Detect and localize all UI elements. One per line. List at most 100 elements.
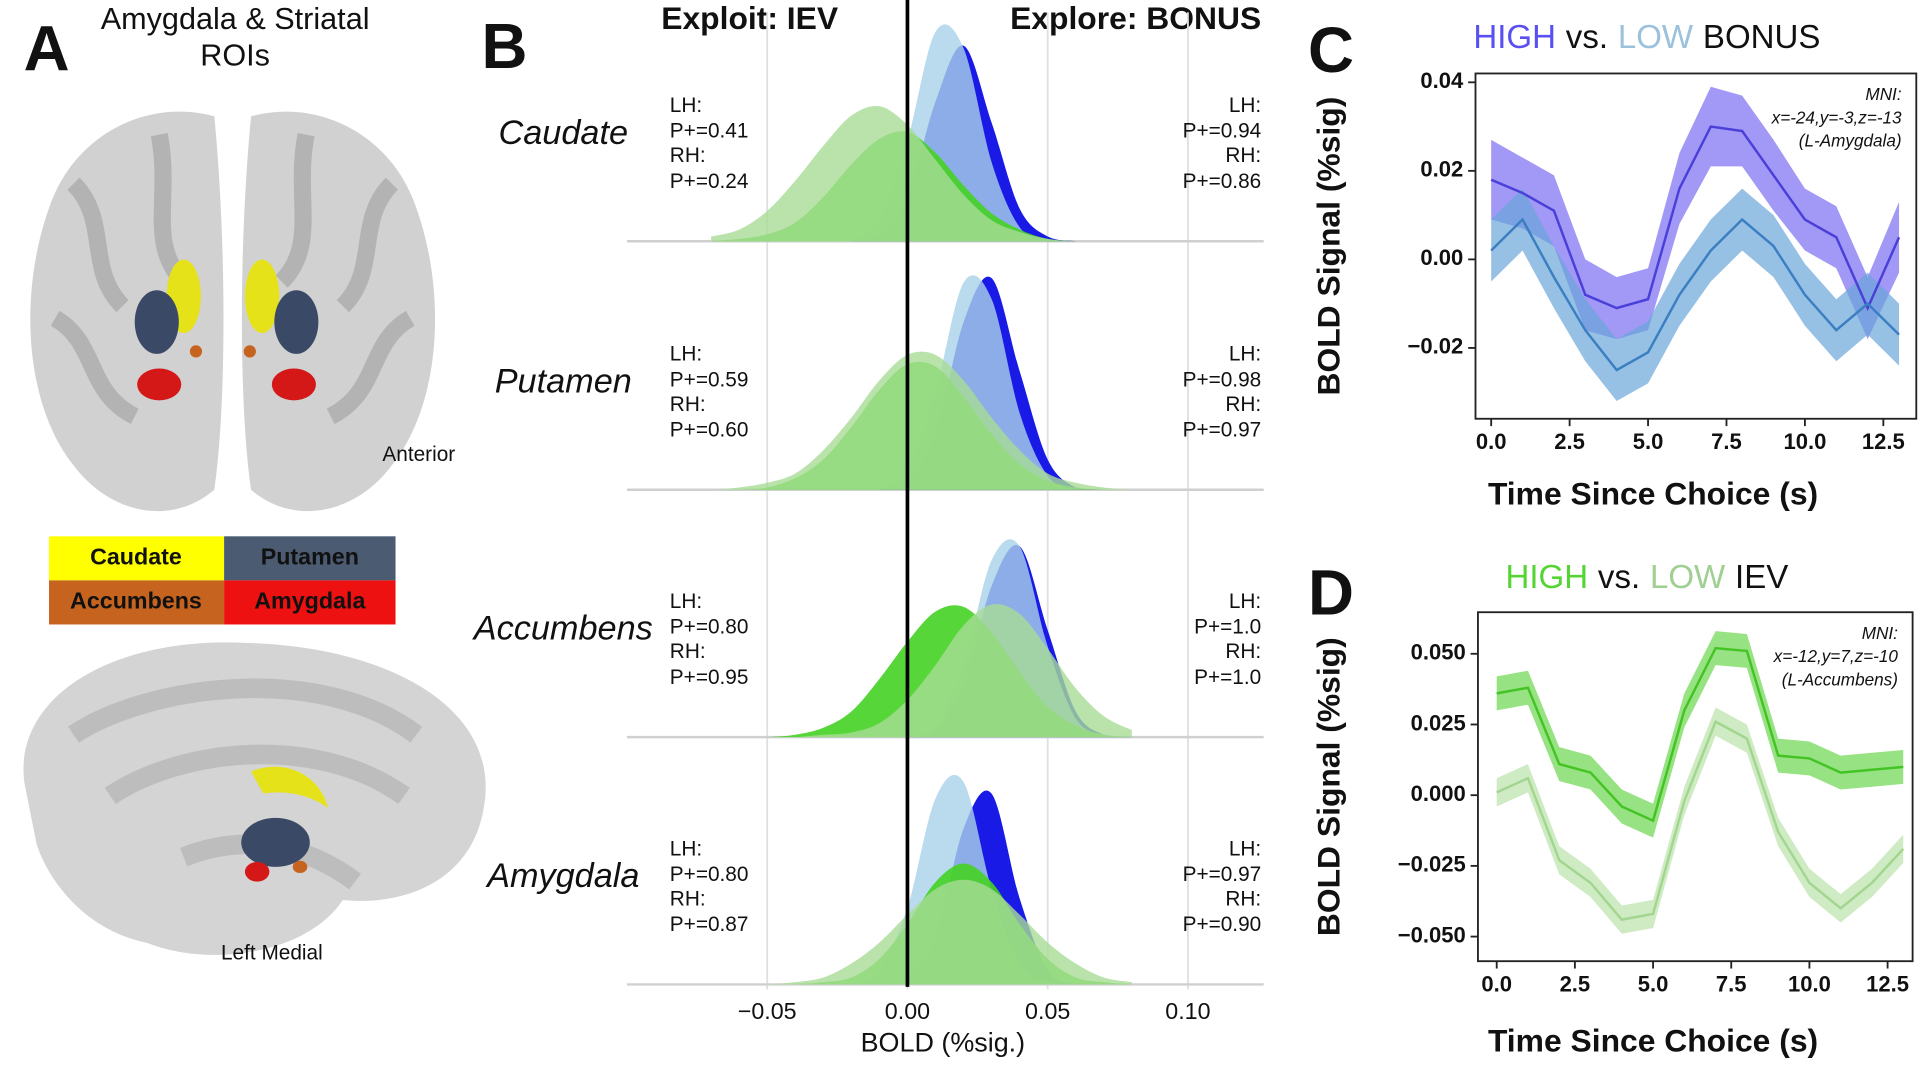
annotation-stat: P+=0.98 [1183,368,1262,391]
density [711,879,1132,985]
annotation-label: LH: [1229,343,1261,366]
legend-label: Amygdala [254,588,366,614]
row-label: Caudate [498,114,628,152]
x-tick-label: 10.0 [1783,429,1826,454]
x-tick-label: 2.5 [1554,429,1585,454]
series-line [1496,646,1904,823]
chart-title: HIGH vs. LOW BONUS [1473,19,1820,56]
annotation-label: RH: [1225,887,1261,910]
y-tick-label: 0.050 [1411,640,1466,665]
x-tick-label: 7.5 [1716,971,1747,996]
y-axis-label: BOLD Signal (%sig) [1310,637,1346,936]
annotation-stat: P+=0.94 [1183,120,1262,143]
title-part: HIGH [1506,559,1589,596]
plot-frame [1477,611,1914,963]
annotation-label: LH: [1229,837,1261,860]
annotation-label: RH: [1225,640,1261,663]
y-tick-label: −0.050 [1398,922,1466,947]
annotation-label: LH: [1229,590,1261,613]
series-line [1490,125,1901,312]
series-line [1490,217,1900,372]
y-tick-label: −0.02 [1408,334,1464,359]
panel-label: C [1308,15,1354,86]
title-part: BONUS [1703,19,1821,56]
annotation-label: LH: [670,590,702,613]
annotation-stat: P+=0.97 [1183,419,1262,442]
y-tick-label: 0.000 [1411,781,1466,806]
x-axis-label: Time Since Choice (s) [1488,475,1818,511]
y-tick-label: −0.025 [1398,852,1466,877]
annotation-label: LH: [670,343,702,366]
annotation: MNI: [1865,84,1901,104]
legend-label: Accumbens [70,588,202,614]
title-part: IEV [1735,559,1788,596]
annotation-label: RH: [670,887,706,910]
annotation-stat: P+=0.59 [670,368,749,391]
series-line [1496,719,1905,921]
x-tick-label: 5.0 [1638,971,1669,996]
annotation: (L-Amygdala) [1799,131,1902,151]
x-tick-label: 10.0 [1788,971,1831,996]
annotation-label: RH: [670,144,706,167]
x-tick-label: 0.05 [1025,998,1070,1024]
legend-label: Putamen [261,543,359,569]
error-band [1491,188,1900,402]
legend-swatch [49,536,225,581]
x-axis-label: BOLD (%sig.) [861,1028,1026,1058]
view-label: Left Medial [221,941,323,964]
brain-medial-view [23,642,486,955]
x-tick-label: 0.00 [885,998,930,1024]
annotation-label: RH: [1225,393,1261,416]
title-part: HIGH [1473,19,1556,56]
annotation-stat: P+=0.24 [670,170,749,193]
density [711,275,1132,490]
density [711,774,1132,985]
x-tick-label: 5.0 [1633,429,1664,454]
legend-label: Caudate [90,543,182,569]
plot-frame [1474,72,1918,420]
y-tick-label: 0.00 [1420,245,1463,270]
y-tick-label: 0.04 [1420,68,1464,93]
y-tick-label: 0.02 [1420,157,1463,182]
title-part: LOW [1618,19,1694,56]
legend-swatch [49,580,225,625]
annotation: x=-12,y=7,z=-10 [1773,646,1899,666]
title-part: LOW [1650,559,1726,596]
annotation-stat: P+=0.41 [670,120,749,143]
annotation-label: LH: [670,837,702,860]
density [711,604,1132,738]
panel-label: B [482,11,528,82]
legend-swatch [224,536,396,581]
x-tick-label: 7.5 [1711,429,1742,454]
x-tick-label: 2.5 [1560,971,1591,996]
annotation-stat: P+=1.0 [1194,666,1261,689]
annotation: (L-Accumbens) [1782,669,1898,689]
x-tick-label: −0.05 [738,998,797,1024]
annotation-stat: P+=0.60 [670,419,749,442]
chart-title: HIGH vs. LOW IEV [1506,559,1789,596]
x-tick-label: 12.5 [1862,429,1905,454]
panel-label: D [1308,557,1354,628]
annotation-stat: P+=0.90 [1183,913,1262,936]
row-label: Accumbens [472,610,653,648]
panel-title: Amygdala & Striatal [101,2,370,36]
row-label: Putamen [495,362,632,400]
x-tick-label: 12.5 [1866,971,1909,996]
annotation-label: LH: [670,94,702,117]
annotation: x=-24,y=-3,z=-13 [1771,107,1902,127]
annotation-stat: P+=0.87 [670,913,749,936]
x-tick-label: 0.10 [1165,998,1210,1024]
annotation-stat: P+=0.80 [670,616,749,639]
legend-swatch [224,580,396,625]
view-label: Anterior [382,443,455,466]
brain-top-view [30,111,436,512]
annotation: MNI: [1862,623,1898,643]
error-band [1491,86,1900,340]
annotation-stat: P+=0.95 [670,666,749,689]
y-tick-label: 0.025 [1411,710,1466,735]
panel-label: A [24,14,70,85]
title-part: vs. [1566,19,1608,56]
annotation-label: RH: [1225,144,1261,167]
